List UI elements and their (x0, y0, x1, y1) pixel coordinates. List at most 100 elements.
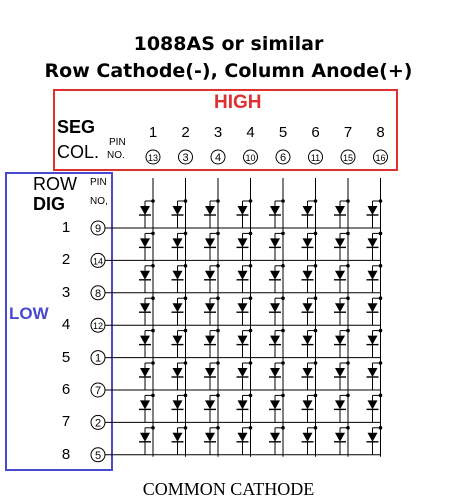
col-pin-number: 13 (148, 153, 158, 163)
led-diode (335, 238, 345, 248)
row-pin-number: 8 (95, 288, 101, 300)
led-diode (205, 368, 215, 377)
led-diode (270, 238, 280, 248)
col-number-8: 8 (376, 124, 385, 141)
led-diode (237, 432, 248, 442)
led-diode (367, 432, 378, 442)
led-diode (172, 238, 183, 248)
led-diode (270, 335, 280, 345)
led-diode (140, 335, 150, 345)
led-diode (367, 303, 378, 313)
col-pin-number: 16 (375, 153, 385, 163)
led-diode (335, 368, 345, 377)
high-box (53, 89, 398, 171)
col-pin-number: 4 (215, 152, 221, 164)
led-diode (205, 270, 215, 280)
led-diode (335, 303, 345, 313)
col-label: COL. (57, 142, 100, 162)
led-diode (205, 238, 215, 248)
led-diode (335, 270, 345, 280)
led-diode (302, 238, 313, 248)
col-number-2: 2 (181, 124, 190, 141)
row-pin-number: 1 (95, 353, 101, 365)
led-diode (140, 303, 150, 313)
led-diode (205, 335, 215, 345)
led-diode (367, 400, 378, 410)
col-number-4: 4 (246, 124, 255, 141)
led-diode (302, 335, 313, 345)
col-number-3: 3 (213, 124, 223, 141)
row-pin-number: 2 (95, 417, 101, 429)
col-number-5: 5 (278, 124, 288, 141)
title-line-2: Row Cathode(-), Column Anode(+) (44, 60, 413, 82)
row-pin-number: 12 (93, 321, 103, 331)
col-no-label: NO. (107, 150, 125, 161)
footer-label: COMMON CATHODE (142, 479, 315, 499)
led-diode (367, 238, 378, 248)
col-pin-number: 15 (343, 153, 353, 163)
row-number-7: 7 (61, 413, 71, 431)
col-pin-label: PIN (109, 137, 126, 148)
col-pin-circle (145, 149, 161, 165)
row-number-4: 4 (61, 316, 71, 334)
seg-label: SEG (57, 117, 96, 137)
row-label: ROW (33, 174, 77, 194)
dig-label: DIG (33, 194, 66, 214)
led-diode (302, 368, 313, 377)
led-diode (335, 335, 345, 345)
led-diode (205, 206, 215, 215)
low-box (5, 172, 113, 471)
led-diode (172, 303, 183, 313)
col-number-7: 7 (343, 124, 353, 141)
led-diode (140, 206, 150, 215)
row-number-8: 8 (61, 445, 71, 463)
col-pin-circle (308, 149, 323, 165)
row-pin-number: 14 (93, 256, 103, 266)
row-number-3: 3 (61, 283, 71, 301)
led-diode (302, 303, 313, 313)
led-diode (205, 303, 215, 313)
title-line-1: 1088AS or similar (133, 33, 324, 55)
col-pin-circle (243, 149, 258, 165)
led-diode (270, 432, 280, 442)
col-pin-circle (373, 149, 388, 165)
row-no-label: NO, (90, 196, 108, 207)
led-diode (140, 400, 150, 410)
led-diode (270, 270, 280, 280)
led-diode (367, 270, 378, 280)
col-number-6: 6 (311, 124, 320, 141)
led-diode (270, 368, 280, 377)
col-pin-circle (178, 149, 193, 165)
led-diode (237, 270, 248, 280)
led-diode (237, 206, 248, 215)
led-diode (237, 368, 248, 377)
row-pin-number: 7 (95, 385, 101, 397)
row-pin-label: PIN (90, 177, 107, 188)
led-diode (140, 270, 150, 280)
col-pin-circle (210, 149, 226, 165)
led-diode (302, 206, 313, 215)
led-diode (335, 432, 345, 442)
led-diode (237, 335, 248, 345)
col-pin-circle (340, 149, 356, 165)
led-diode (140, 238, 150, 248)
col-pin-number: 6 (280, 152, 286, 164)
high-label: HIGH (214, 92, 262, 113)
led-diode (270, 400, 280, 410)
col-pin-number: 3 (182, 152, 188, 164)
row-number-6: 6 (61, 381, 71, 398)
led-diode (205, 400, 215, 410)
led-diode (367, 368, 378, 377)
led-diode (302, 400, 313, 410)
row-number-2: 2 (61, 251, 71, 269)
led-diode (237, 400, 248, 410)
led-diode (140, 368, 150, 377)
led-diode (367, 206, 378, 215)
led-diode (172, 400, 183, 410)
led-diode (270, 206, 280, 215)
col-pin-circle (275, 149, 291, 165)
led-diode (302, 432, 313, 442)
col-pin-number: 10 (245, 153, 255, 163)
low-label: LOW (9, 304, 49, 323)
